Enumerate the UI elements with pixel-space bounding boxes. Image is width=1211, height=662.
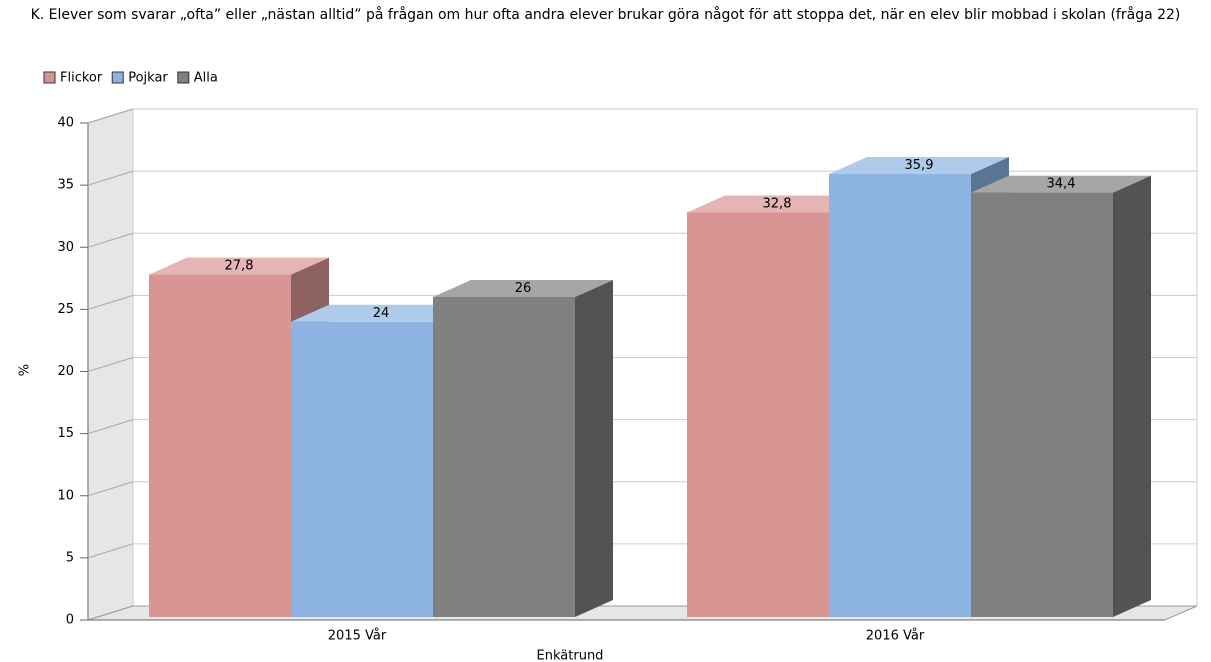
value-label: 26 <box>515 281 532 296</box>
legend-label: Pojkar <box>128 71 168 86</box>
y-tick-label: 25 <box>57 302 74 317</box>
bar <box>433 296 575 617</box>
legend-swatch <box>111 71 124 84</box>
y-tick-label: 20 <box>57 364 74 379</box>
bar <box>149 274 291 617</box>
value-label: 24 <box>373 306 390 321</box>
y-tick-label: 35 <box>57 178 74 193</box>
bar <box>687 212 829 617</box>
bar <box>829 173 971 617</box>
bar-side <box>1113 175 1151 617</box>
value-label: 34,4 <box>1047 177 1076 192</box>
grid-line <box>87 170 134 186</box>
bar-top <box>149 257 329 275</box>
grid-line <box>87 419 134 435</box>
y-tick-label: 5 <box>66 550 74 565</box>
bar-top <box>291 304 471 322</box>
x-tick-label: 2016 Vår <box>866 629 925 644</box>
value-label: 35,9 <box>905 158 934 173</box>
y-tick-label: 15 <box>57 426 74 441</box>
y-tick-label: 40 <box>57 116 74 131</box>
value-label: 32,8 <box>763 196 792 211</box>
title-box: K. Elever som svarar „ofta” eller „nästa… <box>0 6 1211 24</box>
grid-line <box>87 294 134 310</box>
grid-line <box>87 108 134 124</box>
bar-top <box>829 156 1009 174</box>
y-tick-label: 0 <box>66 613 74 628</box>
y-axis-title: % <box>18 364 33 376</box>
bar <box>291 321 433 617</box>
legend-swatch <box>177 71 190 84</box>
bar <box>971 192 1113 617</box>
x-tick-label: 2015 Vår <box>328 629 387 644</box>
grid-line <box>87 232 134 248</box>
legend-swatch <box>43 71 56 84</box>
grid-line <box>87 357 134 372</box>
value-label: 27,8 <box>225 259 254 274</box>
bar-top <box>687 195 867 213</box>
bar-top <box>433 279 613 297</box>
y-tick-label: 10 <box>57 488 74 503</box>
legend-label: Alla <box>194 71 218 86</box>
bar-top <box>971 175 1151 193</box>
bar-side <box>575 279 613 617</box>
grid-line <box>87 481 134 497</box>
chart-title: K. Elever som svarar „ofta” eller „nästa… <box>30 7 1181 23</box>
y-tick-label: 30 <box>57 240 74 255</box>
grid-line <box>87 543 134 559</box>
legend-label: Flickor <box>60 71 103 86</box>
x-axis-title: Enkätrund <box>537 649 604 662</box>
